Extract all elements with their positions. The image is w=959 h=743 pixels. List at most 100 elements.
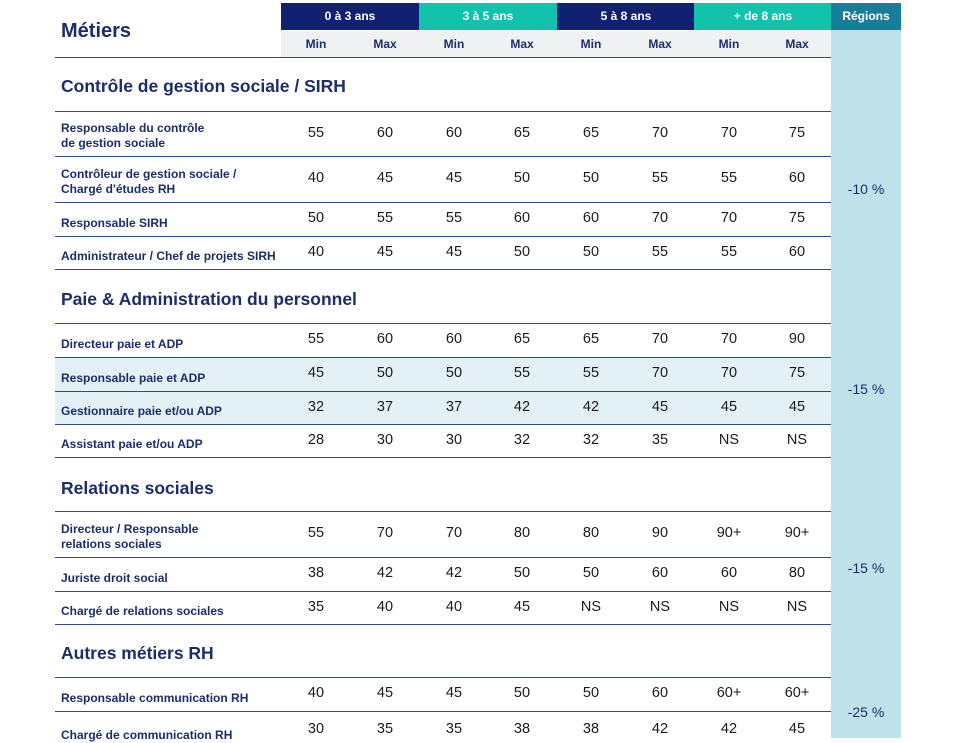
table-cell: 45 [445,685,463,701]
table-cell: 45 [513,598,531,615]
section-title: Paie & Administration du personnel [61,289,357,309]
section-title: Relations sociales [61,478,214,498]
table-cell: 65 [582,331,600,347]
table-cell: 75 [788,365,806,381]
row-label: Directeur paie et ADP [61,337,184,351]
table-cell: 55 [307,124,325,141]
table-cell: 30 [445,431,463,448]
table-cell: 60 [788,243,806,260]
subheader-min: Min [305,37,327,51]
subheader-min: Min [718,37,740,51]
table-cell: 55 [651,243,669,260]
table-cell: 50 [376,365,394,381]
row-label: Directeur / Responsable relations social… [61,522,199,551]
table-cell: 60 [651,565,669,581]
table-cell: 40 [307,243,325,260]
row-divider [55,624,831,625]
table-cell: 90+ [716,525,742,541]
table-cell: 55 [513,365,531,381]
table-cell: 60 [788,170,806,186]
table-cell: 35 [307,598,325,615]
row-divider [55,457,831,458]
table-cell: 70 [651,124,669,141]
table-cell: NS [786,598,808,615]
regions-column [831,30,901,738]
table-cell: 70 [651,365,669,381]
section-divider [55,111,831,112]
table-cell: 42 [445,565,463,581]
table-cell: 32 [307,398,325,415]
table-cell: 42 [720,720,738,737]
table-cell: 50 [582,565,600,581]
table-cell: 45 [445,243,463,260]
table-cell: 38 [582,720,600,737]
region-value: -15 % [847,381,885,397]
table-cell: 40 [307,685,325,701]
row-divider [55,391,831,392]
table-cell: 45 [445,170,463,186]
table-cell: 38 [513,720,531,737]
table-cell: 60 [651,685,669,701]
table-cell: NS [649,598,671,615]
region-value: -25 % [847,704,885,720]
row-label: Responsable paie et ADP [61,371,206,385]
table-cell: 50 [582,243,600,260]
table-cell: 40 [307,170,325,186]
table-cell: 45 [376,685,394,701]
table-cell: 35 [651,431,669,448]
range-header: 0 à 3 ans [281,3,419,30]
table-cell: 60 [376,331,394,347]
table-cell: 60 [445,331,463,347]
table-cell: 55 [651,170,669,186]
subheader-max: Max [785,37,809,51]
table-cell: 28 [307,431,325,448]
table-cell: NS [718,598,740,615]
row-label: Contrôleur de gestion sociale / Chargé d… [61,167,237,196]
row-label: Responsable communication RH [61,691,249,705]
table-cell: 55 [720,243,738,260]
table-cell: 55 [445,210,463,226]
header-divider [55,57,831,58]
row-divider [55,156,831,157]
table-cell: 37 [445,398,463,415]
table-cell: 90+ [784,525,810,541]
table-cell: 42 [582,398,600,415]
table-cell: 32 [582,431,600,448]
row-label: Gestionnaire paie et/ou ADP [61,404,222,418]
section-divider [55,323,831,324]
region-value: -15 % [847,560,885,576]
table-cell: 30 [376,431,394,448]
table-cell: 70 [720,210,738,226]
table-cell: 45 [376,243,394,260]
table-cell: 60+ [784,685,810,701]
table-cell: 90 [651,525,669,541]
table-cell: 35 [445,720,463,737]
range-header: + de 8 ans [694,3,832,30]
table-cell: 65 [513,124,531,141]
row-highlight [55,392,831,424]
table-cell: 45 [788,720,806,737]
table-cell: 70 [651,210,669,226]
subheader-max: Max [648,37,672,51]
row-divider [55,711,831,712]
subheader-band [281,31,831,58]
table-cell: 50 [513,170,531,186]
row-label: Assistant paie et/ou ADP [61,437,203,451]
table-cell: 75 [788,124,806,141]
table-cell: 40 [445,598,463,615]
table-cell: 60 [376,124,394,141]
table-cell: 70 [651,331,669,347]
row-highlight [55,358,831,391]
table-cell: 60 [445,124,463,141]
row-divider [55,202,831,203]
table-cell: 55 [307,525,325,541]
table-cell: 45 [651,398,669,415]
table-cell: 55 [582,365,600,381]
table-cell: 55 [376,210,394,226]
table-cell: 35 [376,720,394,737]
table-cell: 50 [513,243,531,260]
table-cell: 70 [445,525,463,541]
range-header: 5 à 8 ans [557,3,695,30]
section-title: Contrôle de gestion sociale / SIRH [61,76,346,96]
row-divider [55,557,831,558]
